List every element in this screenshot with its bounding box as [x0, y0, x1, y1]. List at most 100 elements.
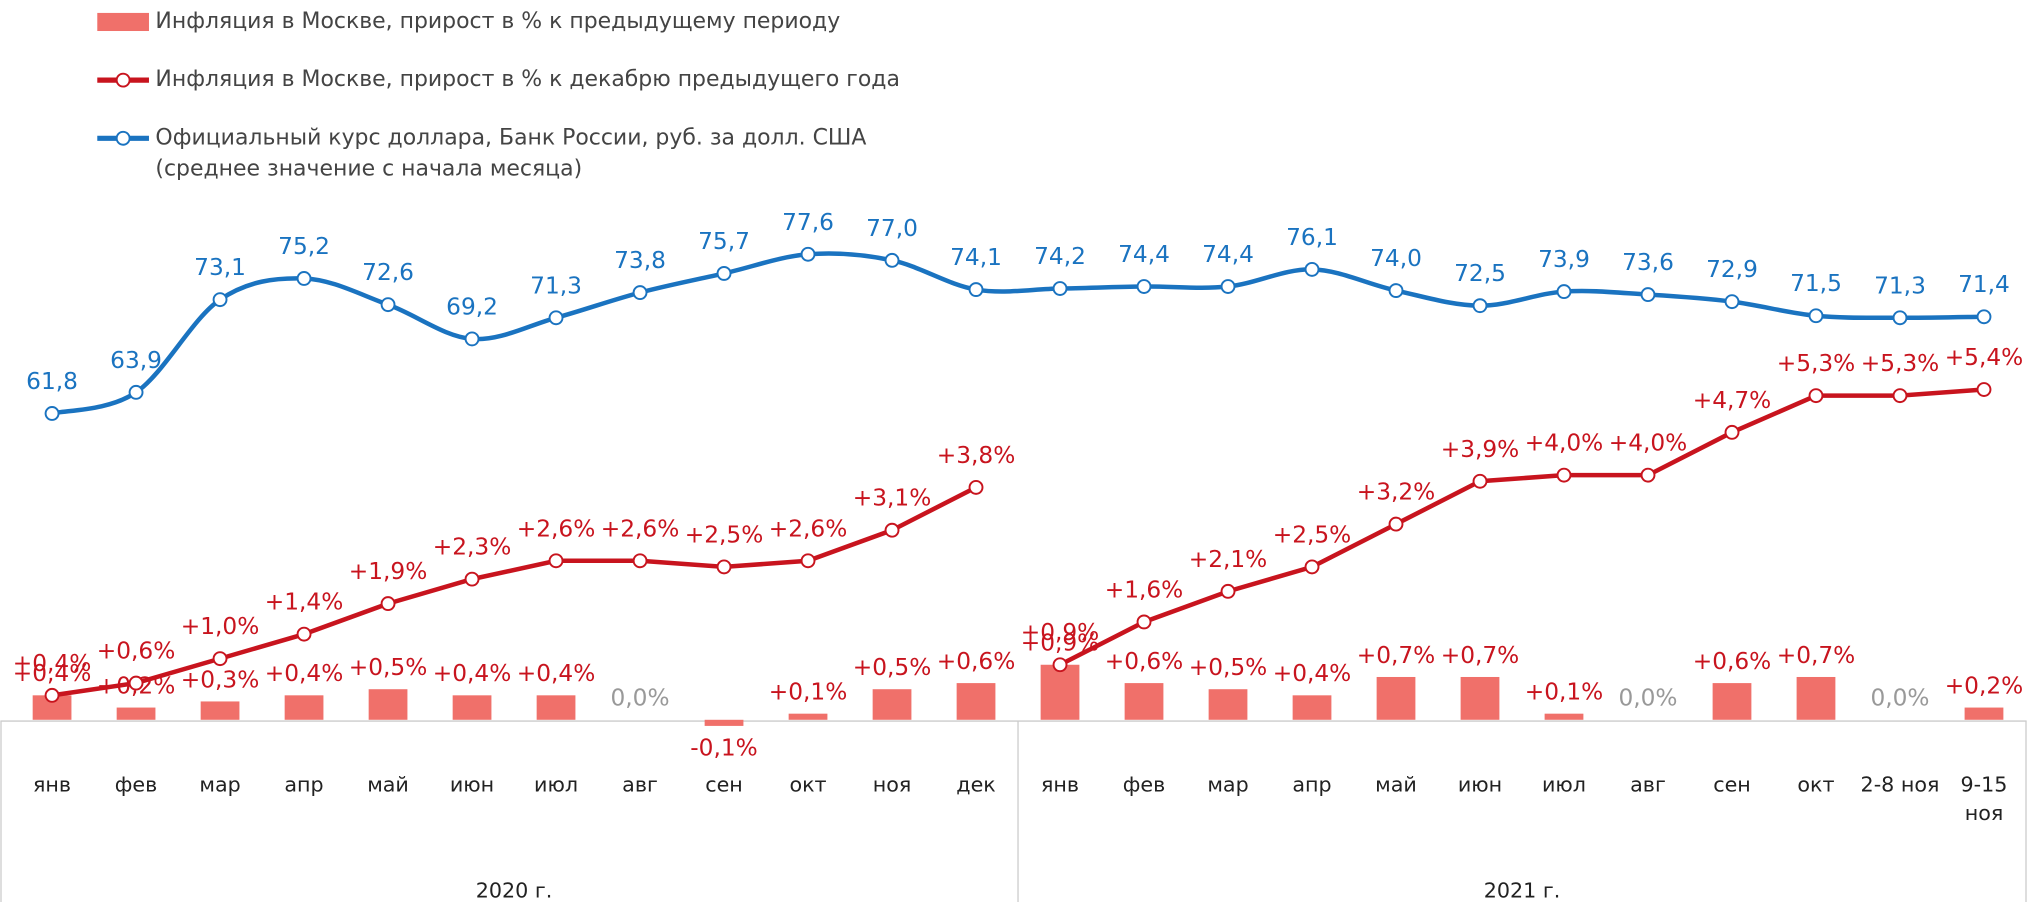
point-value-label: 69,2	[446, 293, 498, 320]
group-label: 2021 г.	[1484, 879, 1561, 902]
x-tick-label: фев	[1123, 773, 1166, 797]
line	[1058, 387, 1985, 667]
point-value-label: 71,3	[1874, 272, 1926, 299]
point-value-label: 72,9	[1706, 256, 1758, 283]
point-value-label: 61,8	[26, 368, 78, 395]
x-tick-label: фев	[115, 773, 158, 797]
point-value-label: +3,1%	[853, 485, 932, 512]
point	[1304, 559, 1320, 575]
point	[44, 687, 60, 703]
point	[1640, 287, 1656, 303]
bar-value-label: +0,5%	[349, 654, 428, 681]
bar-value-label: +0,1%	[1525, 678, 1604, 705]
bar	[1292, 695, 1332, 720]
point-value-label: +4,7%	[1693, 387, 1772, 414]
x-tick-label: июл	[1542, 773, 1586, 797]
x-tick-label: янв	[33, 773, 71, 797]
point	[632, 285, 648, 301]
point	[1892, 388, 1908, 404]
bar	[1040, 664, 1080, 720]
point	[464, 331, 480, 347]
point-value-label: 74,1	[950, 244, 1002, 271]
legend-label: Официальный курс доллара, Банк России, р…	[155, 125, 866, 181]
point	[800, 246, 816, 262]
point-value-label: 71,3	[530, 272, 582, 299]
point-value-label: +3,2%	[1357, 479, 1436, 506]
bar	[788, 713, 828, 720]
point-value-label: +2,5%	[1273, 521, 1352, 548]
bar-value-label: +0,6%	[937, 648, 1016, 675]
line	[51, 485, 978, 698]
point-value-label: +1,0%	[181, 613, 260, 640]
point	[716, 559, 732, 575]
point	[968, 282, 984, 297]
point	[1052, 657, 1068, 673]
point	[44, 406, 60, 421]
bar-value-label: 0,0%	[1618, 685, 1677, 712]
point	[1808, 308, 1824, 324]
x-tick-label: ноя	[873, 773, 912, 797]
point	[1052, 281, 1068, 296]
bar-value-label: +0,4%	[1273, 660, 1352, 687]
bar	[368, 689, 408, 720]
bar	[284, 695, 324, 720]
point	[212, 292, 228, 308]
point	[128, 384, 144, 400]
x-tick-label: май	[367, 773, 409, 797]
bar-value-label: +0,6%	[1693, 648, 1772, 675]
x-tick-label: янв	[1041, 773, 1079, 797]
point	[1976, 309, 1992, 325]
point-value-label: 73,6	[1622, 249, 1674, 276]
point-value-label: 74,4	[1202, 241, 1254, 268]
point	[1304, 261, 1320, 277]
bar-value-label: +0,5%	[1189, 654, 1268, 681]
point-value-label: 75,2	[278, 233, 330, 260]
bar	[1208, 689, 1248, 720]
point-value-label: 73,8	[614, 247, 666, 274]
bar-value-label: +0,3%	[181, 666, 260, 693]
point-value-label: 77,6	[782, 209, 834, 236]
point	[296, 271, 312, 286]
point	[1724, 424, 1740, 440]
point-value-label: +2,6%	[769, 515, 848, 542]
x-tick-label: 9-15 ноя	[1961, 773, 2008, 825]
x-tick-label: авг	[622, 773, 658, 797]
point-value-label: +5,4%	[1945, 344, 2024, 371]
point-value-label: 74,4	[1118, 241, 1170, 268]
bar	[1124, 683, 1164, 720]
point	[716, 266, 732, 281]
bar	[872, 689, 912, 720]
point-value-label: 72,6	[362, 259, 414, 286]
bar-value-label: +0,7%	[1777, 642, 1856, 669]
legend-swatch	[97, 12, 149, 32]
point-value-label: 71,5	[1790, 270, 1842, 297]
legend-label: Инфляция в Москве, прирост в % к предыду…	[155, 9, 840, 34]
point	[1472, 298, 1488, 314]
point	[1556, 467, 1572, 483]
point	[548, 553, 564, 569]
point-value-label: +0,6%	[97, 638, 176, 665]
bar	[536, 695, 576, 720]
point-value-label: 71,4	[1958, 271, 2010, 298]
point-value-label: 77,0	[866, 215, 918, 242]
point	[212, 651, 228, 667]
x-tick-label: окт	[1797, 773, 1834, 797]
point-value-label: +0,9%	[1021, 619, 1100, 646]
x-tick-label: мар	[1207, 773, 1248, 797]
point-value-label: +2,5%	[685, 521, 764, 548]
bar	[956, 683, 996, 720]
bar-value-label: +0,4%	[265, 660, 344, 687]
point-value-label: +3,9%	[1441, 436, 1520, 463]
point-value-label: +4,0%	[1609, 430, 1688, 457]
legend-label: Инфляция в Москве, прирост в % к декабрю…	[155, 67, 899, 92]
legend-swatch	[115, 130, 131, 146]
point-value-label: 72,5	[1454, 260, 1506, 287]
point-value-label: 73,1	[194, 254, 246, 281]
x-tick-label: июн	[1458, 773, 1502, 797]
point	[884, 522, 900, 538]
point-value-label: 75,7	[698, 228, 750, 255]
point	[296, 626, 312, 642]
point-value-label: +2,1%	[1189, 546, 1268, 573]
point-value-label: +4,0%	[1525, 430, 1604, 457]
